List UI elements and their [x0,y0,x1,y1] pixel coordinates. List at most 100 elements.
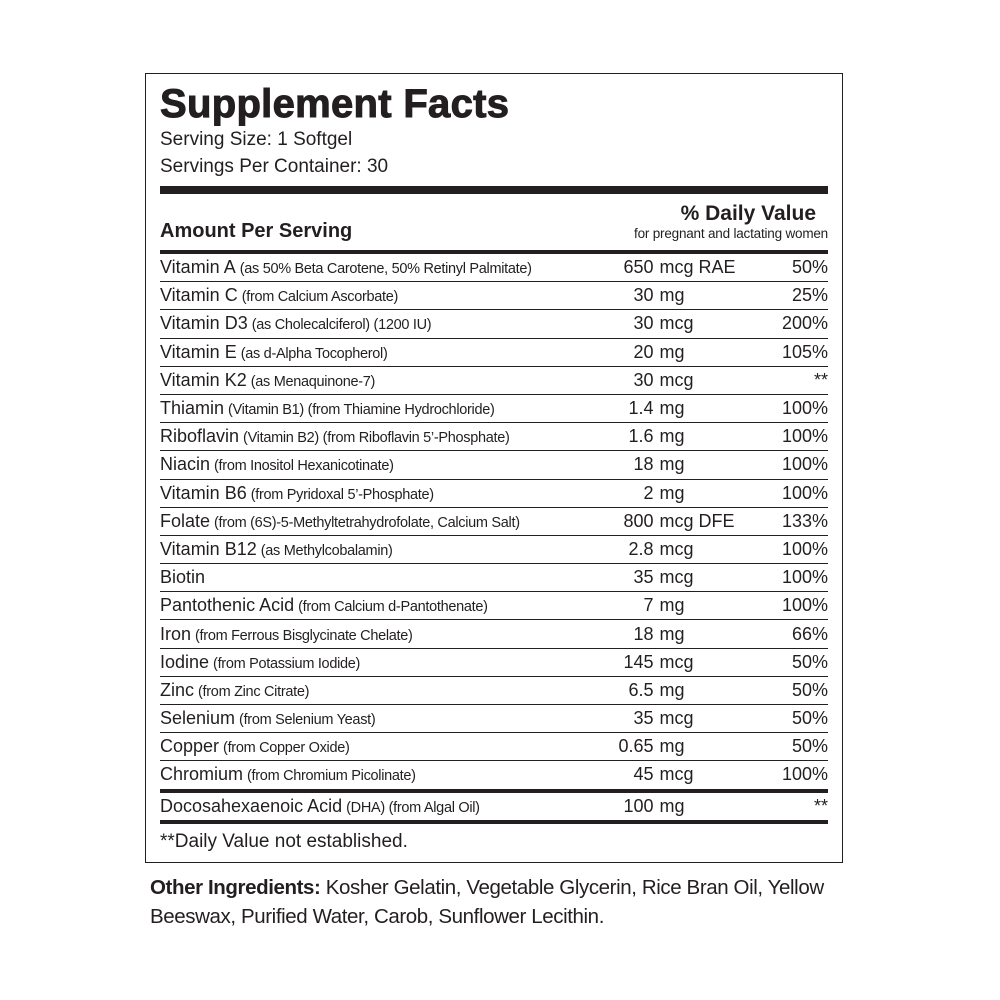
nutrient-amount: 1.4 [628,398,654,419]
nutrient-cell: Biotin [160,567,599,588]
nutrient-name: Pantothenic Acid [160,595,295,616]
nutrient-detail: (from Selenium Yeast) [239,712,376,729]
nutrient-detail: (from Inositol Hexanicotinate) [214,458,394,475]
nutrient-row: Niacin (from Inositol Hexanicotinate) 18 mg… [160,451,828,480]
nutrient-detail: (from (6S)-5-Methyltetrahydrofolate, Cal… [214,514,520,531]
footnote: **Daily Value not established. [160,830,408,852]
nutrient-cell: Vitamin A (as 50% Beta Carotene, 50% Reti… [160,257,599,278]
nutrient-rows: Vitamin A (as 50% Beta Carotene, 50% Reti… [160,254,828,789]
nutrient-daily-value: 100% [781,454,828,475]
extra-rows: Docosahexaenoic Acid (DHA) (from Algal Oi… [160,793,828,820]
header: Amount Per Serving % Daily Value for pre… [160,194,828,250]
title: Supplement Facts [160,82,510,127]
nutrient-name: Vitamin C [160,285,238,306]
nutrient-daily-value: 50% [791,679,828,700]
nutrient-name: Iron [160,623,192,644]
nutrient-daily-value: 25% [791,285,828,306]
nutrient-unit: mg [659,454,685,475]
nutrient-amount: 0.65 [618,736,654,757]
nutrient-row: Iodine (from Potassium Iodide) 145 mcg 50% [160,649,828,677]
nutrient-amount: 35 [633,708,654,729]
nutrient-daily-value: 100% [781,538,828,559]
nutrient-name: Vitamin B12 [160,538,257,559]
other-ingredients: Other Ingredients: Kosher Gelatin, Veget… [150,873,870,931]
nutrient-unit: mg [659,679,685,700]
nutrient-detail: (from Zinc Citrate) [198,683,310,700]
nutrient-detail: (from Calcium Ascorbate) [241,289,399,306]
nutrient-detail: (as Cholecalciferol) (1200 IU) [251,317,432,334]
nutrient-cell: Vitamin K2 (as Menaquinone-7) [160,370,599,391]
nutrient-daily-value: 100% [781,764,828,785]
nutrient-daily-value: 100% [781,426,828,447]
nutrient-unit: mg [659,795,685,816]
nutrient-amount: 2 [643,482,654,503]
nutrient-name: Biotin [160,567,206,588]
nutrient-daily-value: 50% [791,736,828,757]
nutrient-daily-value: 105% [781,341,828,362]
nutrient-unit: mg [659,285,685,306]
header-amount: Amount Per Serving [160,220,353,242]
nutrient-unit: mcg [659,313,694,334]
nutrient-amount: 18 [633,623,654,644]
nutrient-unit: mg [659,341,685,362]
nutrient-row: Thiamin (Vitamin B1) (from Thiamine Hydro… [160,395,828,424]
nutrient-daily-value: ** [813,369,828,390]
nutrient-unit: mcg [659,369,694,390]
nutrient-amount: 145 [623,651,654,672]
nutrient-row: Vitamin E (as d-Alpha Tocopherol) 20 mg 105% [160,339,828,367]
nutrient-row: Zinc (from Zinc Citrate) 6.5 mg 50% [160,677,828,705]
nutrient-detail: (as 50% Beta Carotene, 50% Retinyl Palmi… [239,261,532,278]
nutrient-detail: (as d-Alpha Tocopherol) [240,345,388,362]
nutrient-amount: 7 [643,595,654,616]
nutrient-cell: Vitamin C (from Calcium Ascorbate) [160,285,599,306]
nutrient-unit: mcg [659,538,694,559]
nutrient-unit: mcg [659,567,694,588]
nutrient-row: Copper (from Copper Oxide) 0.65 mg 50% [160,733,828,762]
nutrient-row: Vitamin A (as 50% Beta Carotene, 50% Reti… [160,254,828,283]
supplement-panel: Supplement Facts Serving Size: 1 Softgel… [145,73,843,863]
nutrient-cell: Vitamin D3 (as Cholecalciferol) (1200 IU) [160,313,599,334]
nutrient-cell: Copper (from Copper Oxide) [160,736,599,757]
nutrient-name: Vitamin A [160,257,236,278]
nutrient-unit: mcg [659,651,694,672]
nutrient-detail: (as Menaquinone-7) [250,373,376,390]
nutrient-detail: (Vitamin B1) (from Thiamine Hydrochlorid… [228,402,495,419]
nutrient-daily-value: ** [813,795,828,816]
other-ingredients-text: Kosher Gelatin, Vegetable Glycerin, Rice… [150,876,824,928]
nutrient-detail: (from Potassium Iodide) [213,655,361,672]
nutrient-unit: mg [659,398,685,419]
nutrient-amount: 6.5 [628,679,654,700]
nutrient-amount: 30 [633,369,654,390]
nutrient-row: Iron (from Ferrous Bisglycinate Chelate) 1… [160,620,828,649]
nutrient-cell: Docosahexaenoic Acid (DHA) (from Algal Oi… [160,796,599,817]
nutrient-amount: 650 [623,257,654,278]
nutrient-daily-value: 100% [781,567,828,588]
nutrient-detail: (as Methylcobalamin) [260,542,393,559]
nutrient-amount: 18 [633,454,654,475]
nutrient-name: Copper [160,736,220,757]
nutrient-unit: mcg RAE [659,257,736,278]
nutrient-cell: Selenium (from Selenium Yeast) [160,708,599,729]
serving-size: Serving Size: 1 Softgel [160,129,353,150]
nutrient-row: Vitamin B12 (as Methylcobalamin) 2.8 mcg 100… [160,536,828,565]
nutrient-unit: mcg DFE [659,510,735,531]
nutrient-name: Vitamin D3 [160,313,248,334]
nutrient-amount: 100 [623,795,654,816]
nutrient-cell: Zinc (from Zinc Citrate) [160,680,599,701]
nutrient-daily-value: 66% [791,623,828,644]
nutrient-amount: 2.8 [628,538,654,559]
nutrient-unit: mg [659,426,685,447]
nutrient-row: Vitamin K2 (as Menaquinone-7) 30 mcg ** [160,367,828,395]
nutrient-cell: Niacin (from Inositol Hexanicotinate) [160,454,599,475]
nutrient-amount: 1.6 [628,426,654,447]
nutrient-name: Selenium [160,708,236,729]
nutrient-name: Folate [160,510,211,531]
nutrient-detail: (DHA) (from Algal Oil) [346,799,480,816]
nutrient-detail: (Vitamin B2) (from Riboflavin 5’-Phospha… [243,430,510,447]
servings-per-container: Servings Per Container: 30 [160,156,389,177]
nutrient-name: Docosahexaenoic Acid [160,795,343,816]
nutrient-name: Riboflavin [160,426,240,447]
nutrient-row: Selenium (from Selenium Yeast) 35 mcg 50% [160,705,828,734]
divider [160,788,828,793]
nutrient-cell: Vitamin B6 (from Pyridoxal 5’-Phosphate) [160,483,599,504]
